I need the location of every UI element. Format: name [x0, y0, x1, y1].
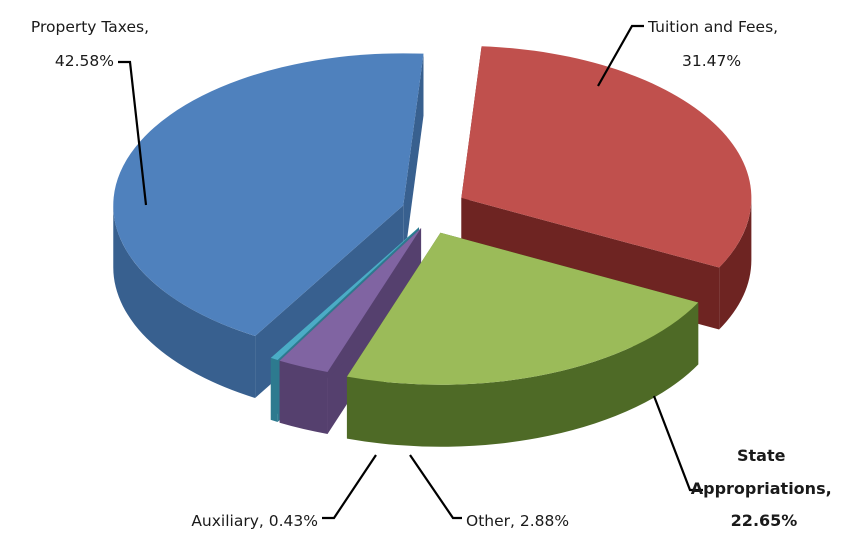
label-property-taxes-comma: ,: [144, 18, 149, 36]
leader-state-appropriations: [652, 395, 703, 492]
label-state-appropriations-name-1: State: [737, 446, 786, 465]
label-state-appropriations-name-2: Appropriations,: [691, 479, 832, 498]
label-auxiliary-name: Auxiliary: [191, 512, 259, 530]
slice-auxiliary-rim: [270, 357, 278, 422]
label-state-appropriations-value: 22.65%: [731, 511, 798, 530]
slice-tuition-and-fees-rim: [719, 197, 752, 330]
label-other-value: 2.88%: [520, 512, 569, 530]
slice-property-taxes-wall-1: [403, 53, 424, 268]
slice-state-appropriations-rim: [346, 302, 699, 447]
leader-tuition-fees: [597, 24, 644, 87]
label-auxiliary: Auxiliary, 0.43%: [191, 512, 318, 530]
slice-state-appropriations: [346, 232, 699, 385]
slice-property-taxes: [113, 53, 424, 336]
label-auxiliary-value: 0.43%: [269, 512, 318, 530]
leader-property-taxes: [118, 60, 148, 206]
leader-auxiliary: [322, 454, 377, 520]
leader-other: [409, 454, 462, 520]
label-state-appropriations: State Appropriations, 22.65%: [691, 446, 838, 530]
pie-slices: [113, 46, 752, 447]
label-property-taxes-value: 42.58%: [55, 52, 114, 70]
label-tuition-fees-comma: ,: [773, 18, 778, 36]
label-tuition-fees-name: Tuition and Fees: [647, 18, 773, 36]
slice-other-rim: [279, 360, 328, 434]
label-tuition-fees: Tuition and Fees, 31.47%: [647, 18, 783, 70]
slice-tuition-and-fees: [461, 46, 752, 268]
label-other: Other, 2.88%: [466, 512, 569, 530]
slice-auxiliary: [270, 227, 420, 360]
label-tuition-fees-value: 31.47%: [682, 52, 741, 70]
label-property-taxes: Property Taxes, 42.58%: [31, 18, 154, 70]
slice-other: [279, 228, 422, 372]
label-property-taxes-name: Property Taxes: [31, 18, 144, 36]
label-other-name: Other: [466, 512, 511, 530]
slice-property-taxes-rim: [113, 205, 256, 398]
